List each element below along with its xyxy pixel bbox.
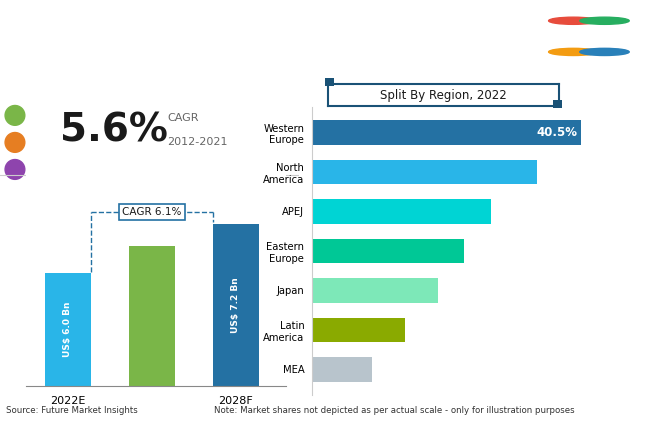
Text: 40.5%: 40.5% xyxy=(536,126,577,139)
Text: Note: Market shares not depicted as per actual scale - only for illustration pur: Note: Market shares not depicted as per … xyxy=(214,406,575,415)
Bar xyxy=(312,120,580,145)
Bar xyxy=(312,239,465,263)
Bar xyxy=(312,317,405,342)
Text: US$ 7.2 Bn: US$ 7.2 Bn xyxy=(231,277,240,333)
Circle shape xyxy=(580,48,629,55)
Circle shape xyxy=(5,160,25,179)
Bar xyxy=(129,246,175,386)
Text: 5.6%: 5.6% xyxy=(60,112,168,149)
Circle shape xyxy=(580,17,629,24)
Text: Global  Measurement Technology in Downstream
Processing Market Analysis 2022-202: Global Measurement Technology in Downstr… xyxy=(13,22,471,63)
Bar xyxy=(312,278,438,303)
Circle shape xyxy=(5,133,25,152)
Bar xyxy=(45,273,91,386)
Bar xyxy=(552,100,562,108)
Text: Split By Region, 2022: Split By Region, 2022 xyxy=(380,89,507,102)
Text: Future Market Insights: Future Market Insights xyxy=(564,89,614,93)
Text: CAGR 6.1%: CAGR 6.1% xyxy=(122,207,181,217)
Text: CAGR: CAGR xyxy=(168,113,199,124)
Text: Source: Future Market Insights: Source: Future Market Insights xyxy=(6,406,138,415)
Circle shape xyxy=(549,48,598,55)
Bar xyxy=(312,357,372,382)
Text: US$ 6.0 Bn: US$ 6.0 Bn xyxy=(64,302,72,357)
Bar xyxy=(325,78,334,86)
Circle shape xyxy=(549,17,598,24)
Bar xyxy=(312,160,538,184)
Text: 2012-2021: 2012-2021 xyxy=(168,137,228,148)
Bar xyxy=(312,199,491,224)
Text: fmi: fmi xyxy=(576,70,602,85)
Circle shape xyxy=(5,106,25,125)
Bar xyxy=(213,224,259,386)
